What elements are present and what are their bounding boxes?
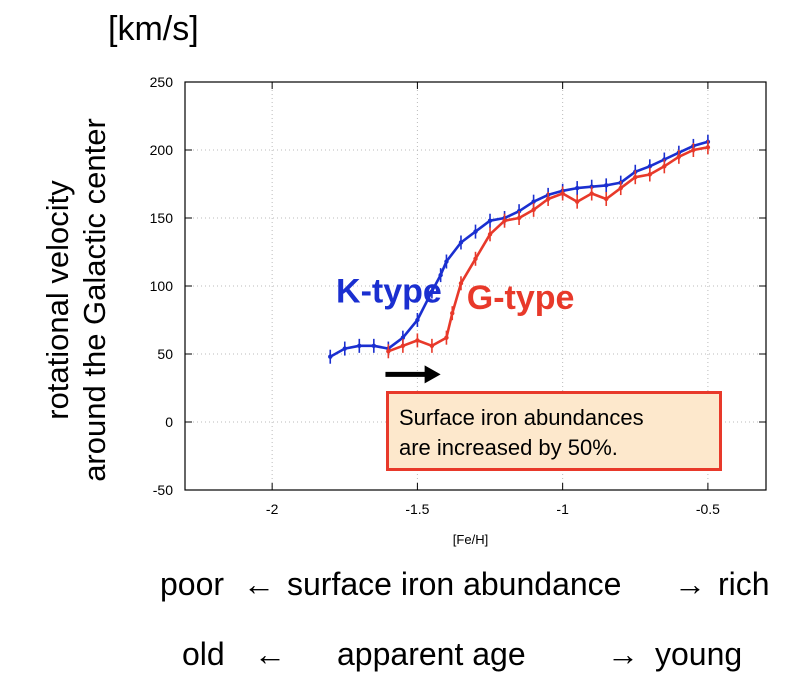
- data-point: [589, 191, 594, 196]
- data-point: [662, 164, 667, 169]
- data-point: [604, 183, 609, 188]
- data-point: [502, 218, 507, 223]
- data-point: [400, 343, 406, 349]
- x-tick-label: -0.5: [696, 501, 720, 517]
- y-tick-label: 250: [150, 74, 174, 90]
- y-tick-label: 100: [150, 278, 174, 294]
- left-arrow-icon: ←: [254, 636, 286, 672]
- data-point: [487, 232, 493, 237]
- data-point: [487, 218, 493, 223]
- data-point: [574, 199, 580, 204]
- y-tick-label: -50: [153, 482, 173, 498]
- data-point: [604, 196, 609, 202]
- y-tick-label: 200: [150, 142, 174, 158]
- data-point: [415, 317, 420, 323]
- callout-line-2: are increased by 50%.: [399, 435, 618, 460]
- data-point: [386, 349, 391, 354]
- callout-box: Surface iron abundances are increased by…: [386, 391, 722, 471]
- y-tick-label: 50: [157, 346, 173, 362]
- rich-label: rich: [718, 566, 770, 602]
- data-point: [444, 335, 449, 340]
- data-point: [647, 172, 652, 177]
- data-point: [691, 147, 696, 153]
- right-arrow-icon: →: [607, 636, 639, 672]
- data-point: [444, 259, 449, 264]
- y-tick-label: 0: [165, 414, 173, 430]
- data-point: [647, 164, 652, 169]
- data-point: [328, 354, 333, 359]
- data-point: [415, 338, 420, 343]
- series-g-type: [386, 140, 711, 359]
- data-point: [458, 281, 464, 286]
- data-point: [473, 256, 478, 261]
- y-tick-label: 150: [150, 210, 174, 226]
- x-tick-label: -1.5: [405, 501, 429, 517]
- data-point: [429, 343, 435, 349]
- shift-arrow-head: [424, 365, 441, 384]
- data-point: [560, 191, 565, 196]
- surface-iron-abundance-label: surface iron abundance: [287, 566, 622, 602]
- left-arrow-icon: ←: [243, 566, 275, 602]
- data-point: [516, 215, 522, 221]
- data-point: [473, 229, 478, 234]
- data-point: [400, 335, 406, 340]
- callout-line-1: Surface iron abundances: [399, 405, 644, 430]
- data-point: [458, 240, 464, 245]
- data-point: [574, 185, 580, 191]
- data-point: [450, 311, 455, 316]
- data-point: [371, 343, 377, 349]
- right-arrow-icon: →: [674, 566, 706, 602]
- data-point: [633, 175, 638, 180]
- x-tick-label: -2: [266, 501, 279, 517]
- poor-label: poor: [160, 566, 225, 602]
- data-point: [429, 289, 435, 294]
- data-point: [705, 145, 711, 150]
- unit-label: [km/s]: [108, 10, 199, 48]
- data-point: [342, 346, 347, 351]
- data-point: [531, 199, 536, 204]
- data-point: [676, 154, 682, 159]
- x-axis-title: [Fe/H]: [453, 532, 488, 547]
- x-tick-label: -1: [556, 501, 569, 517]
- series-label-k-type: K-type: [336, 272, 442, 310]
- apparent-age-label: apparent age: [337, 636, 526, 672]
- series-line: [329, 140, 709, 358]
- data-point: [618, 185, 623, 191]
- series-label-g-type: G-type: [467, 279, 575, 317]
- old-label: old: [182, 636, 225, 672]
- data-point: [531, 207, 536, 213]
- data-point: [357, 343, 362, 349]
- data-point: [438, 272, 443, 278]
- young-label: young: [655, 636, 743, 672]
- series-k-type: [328, 134, 711, 364]
- data-point: [545, 196, 551, 202]
- series-line: [387, 146, 709, 353]
